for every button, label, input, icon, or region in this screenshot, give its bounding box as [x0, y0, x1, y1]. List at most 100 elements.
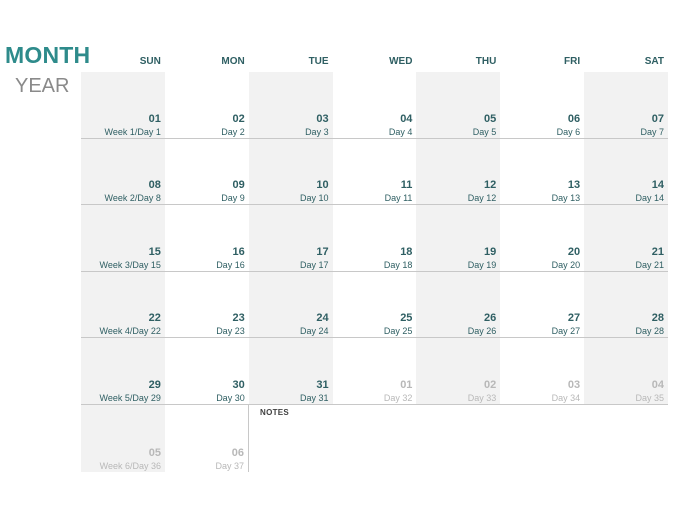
month-title: MONTH — [5, 42, 91, 68]
day-number: 21 — [651, 245, 665, 258]
day-cell[interactable]: 26 Day 26 — [416, 271, 501, 339]
day-number: 22 — [148, 312, 161, 325]
weekday-tue: TUE — [308, 56, 329, 67]
day-number: 03 — [567, 378, 581, 391]
day-cell[interactable]: 21 Day 21 — [584, 205, 669, 272]
day-cell[interactable]: 03 Day 3 — [248, 72, 333, 139]
day-label: Day 5 — [472, 126, 497, 137]
day-cell[interactable]: 20 Day 20 — [500, 205, 585, 272]
day-number: 03 — [316, 112, 329, 125]
week-row-3: 15 Week 3/Day 15 16 Day 16 17 Day 17 18 Day … — [81, 205, 669, 272]
day-number: 23 — [232, 312, 245, 325]
day-cell[interactable]: 06 Day 37 — [165, 404, 249, 472]
day-label: Day 6 — [556, 126, 581, 137]
weekday-header-row: SUN MON TUE WED THU FRI SAT — [81, 56, 668, 72]
day-cell[interactable]: 03 Day 34 — [500, 338, 585, 405]
day-cell[interactable]: 09 Day 9 — [164, 139, 249, 206]
day-cell[interactable]: 29 Week 5/Day 29 — [81, 338, 165, 405]
day-number: 30 — [232, 378, 245, 391]
day-cell[interactable]: 10 Day 10 — [248, 138, 333, 206]
day-number: 20 — [567, 245, 581, 258]
day-number: 11 — [400, 179, 413, 192]
day-number: 17 — [316, 245, 329, 258]
day-label: Day 2 — [221, 126, 245, 137]
day-label: Week 5/Day 29 — [99, 392, 161, 403]
day-label: Day 7 — [640, 126, 665, 137]
week-row-1: 01 Week 1/Day 1 02 Day 2 03 Day 3 04 Day 4 0… — [81, 72, 669, 139]
day-label: Day 18 — [383, 259, 413, 270]
week-row-6: 05 Week 6/Day 36 06 Day 37 — [81, 404, 668, 472]
day-cell[interactable]: 30 Day 30 — [164, 338, 249, 405]
day-cell[interactable]: 14 Day 14 — [584, 138, 669, 206]
day-label: Day 19 — [467, 259, 497, 270]
day-number: 28 — [651, 312, 665, 325]
day-label: Day 33 — [467, 392, 497, 403]
day-label: Day 31 — [300, 392, 329, 403]
day-number: 15 — [148, 245, 161, 258]
day-cell[interactable]: 27 Day 27 — [500, 272, 585, 339]
day-number: 06 — [567, 112, 581, 125]
day-cell[interactable]: 01 Week 1/Day 1 — [81, 72, 165, 139]
day-cell[interactable]: 19 Day 19 — [416, 205, 501, 272]
day-number: 26 — [484, 312, 497, 325]
day-cell[interactable]: 13 Day 13 — [500, 139, 585, 206]
day-cell[interactable]: 05 Week 6/Day 36 — [81, 404, 165, 472]
day-number: 12 — [484, 179, 497, 192]
day-cell[interactable]: 25 Day 25 — [332, 272, 417, 339]
day-label: Day 34 — [551, 392, 581, 403]
day-label: Day 20 — [551, 259, 581, 270]
day-cell[interactable]: 04 Day 4 — [332, 72, 417, 139]
day-number: 09 — [232, 179, 245, 192]
day-label: Day 11 — [384, 193, 413, 204]
day-cell[interactable]: 28 Day 28 — [584, 271, 669, 339]
week-row-4: 22 Week 4/Day 22 23 Day 23 24 Day 24 25 Day … — [81, 271, 669, 339]
day-cell[interactable]: 22 Week 4/Day 22 — [81, 271, 165, 339]
day-number: 07 — [651, 112, 665, 125]
day-cell[interactable]: 23 Day 23 — [164, 272, 249, 339]
day-label: Day 21 — [635, 259, 665, 270]
day-label: Week 2/Day 8 — [104, 193, 161, 204]
day-cell[interactable]: 08 Week 2/Day 8 — [81, 138, 165, 206]
day-number: 05 — [148, 446, 161, 459]
day-number: 05 — [484, 112, 497, 125]
day-cell[interactable]: 02 Day 2 — [164, 72, 249, 139]
day-cell[interactable]: 17 Day 17 — [248, 205, 333, 272]
day-cell[interactable]: 01 Day 32 — [332, 338, 417, 405]
day-label: Week 3/Day 15 — [99, 259, 161, 270]
year-title: YEAR — [15, 75, 70, 97]
day-label: Day 37 — [215, 460, 244, 471]
day-cell[interactable]: 31 Day 31 — [248, 338, 333, 405]
day-label: Day 9 — [221, 193, 245, 204]
day-cell[interactable]: 06 Day 6 — [500, 72, 585, 139]
day-cell[interactable]: 05 Day 5 — [416, 72, 501, 139]
day-label: Day 14 — [635, 193, 665, 204]
day-label: Day 10 — [300, 193, 329, 204]
weekday-sun: SUN — [139, 56, 161, 67]
day-number: 16 — [232, 245, 245, 258]
day-label: Week 1/Day 1 — [104, 126, 161, 137]
day-cell[interactable]: 24 Day 24 — [248, 271, 333, 339]
day-cell[interactable]: 16 Day 16 — [164, 205, 249, 272]
day-cell[interactable]: 11 Day 11 — [332, 139, 417, 206]
day-number: 31 — [316, 378, 329, 391]
day-cell[interactable]: 07 Day 7 — [584, 72, 669, 139]
day-cell[interactable]: 12 Day 12 — [416, 138, 501, 206]
day-cell[interactable]: 18 Day 18 — [332, 205, 417, 272]
day-number: 01 — [148, 112, 161, 125]
day-number: 18 — [400, 245, 413, 258]
weekday-thu: THU — [475, 56, 497, 67]
day-cell[interactable]: 02 Day 33 — [416, 338, 501, 405]
day-label: Day 30 — [216, 392, 245, 403]
day-cell[interactable]: 15 Week 3/Day 15 — [81, 205, 165, 272]
day-number: 04 — [400, 112, 413, 125]
day-label: Day 17 — [300, 259, 329, 270]
day-label: Day 3 — [305, 126, 329, 137]
day-cell[interactable]: 04 Day 35 — [584, 338, 669, 405]
day-label: Day 24 — [300, 326, 329, 337]
day-label: Day 13 — [551, 193, 581, 204]
calendar-grid: SUN MON TUE WED THU FRI SAT 01 Week 1/Day… — [81, 56, 669, 472]
day-number: 02 — [232, 112, 245, 125]
week-row-5: 29 Week 5/Day 29 30 Day 30 31 Day 31 01 Day … — [81, 338, 669, 405]
day-number: 02 — [484, 378, 497, 391]
day-number: 08 — [148, 179, 161, 192]
